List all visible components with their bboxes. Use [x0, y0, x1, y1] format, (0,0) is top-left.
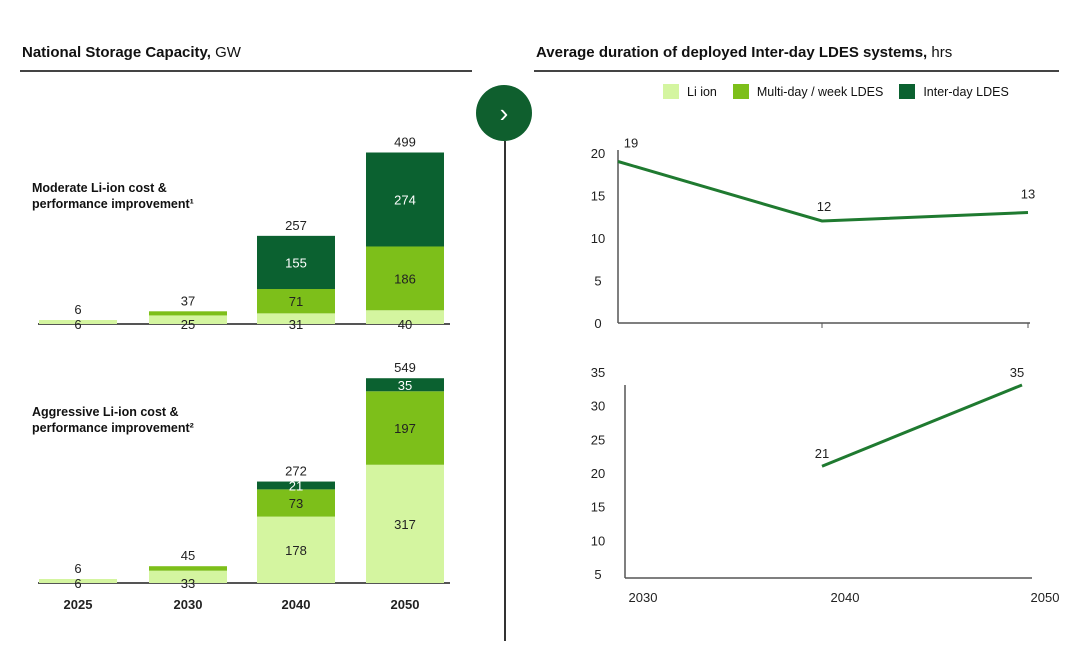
bar-segment — [149, 311, 227, 316]
point-label: 12 — [817, 199, 831, 214]
legend-label: Multi-day / week LDES — [756, 84, 884, 99]
total-label: 272 — [285, 464, 307, 479]
bar-segment — [366, 378, 444, 392]
scenario-aggressive-label: Aggressive Li-ion cost & performance imp… — [32, 405, 194, 435]
right-title-rule — [534, 70, 1059, 72]
segment-label: 274 — [394, 192, 416, 207]
right-title: Average duration of deployed Inter-day L… — [536, 44, 952, 61]
segment-label: 25 — [181, 317, 195, 332]
legend-label: Inter-day LDES — [923, 84, 1009, 99]
total-label: 549 — [394, 360, 416, 375]
total-label: 6 — [74, 561, 81, 576]
bar-segment — [366, 464, 444, 583]
y-tick-label: 10 — [591, 533, 605, 548]
bar-segment — [366, 310, 444, 324]
bar-segment — [39, 320, 117, 324]
y-tick-label: 25 — [591, 432, 605, 447]
segment-label: 178 — [285, 543, 307, 558]
x-tick-label: 2025 — [64, 597, 93, 612]
point-label: 35 — [1010, 365, 1024, 380]
segment-label: 73 — [289, 496, 303, 511]
legend-label: Li ion — [687, 84, 717, 99]
x-tick-label: 2040 — [282, 597, 311, 612]
legend-item-multi-day: Multi-day / week LDES — [732, 84, 884, 99]
y-tick-label: 5 — [594, 274, 601, 289]
bar-segment — [39, 579, 117, 583]
y-tick-label: 0 — [594, 316, 601, 331]
total-label: 499 — [394, 135, 416, 150]
chevron-right-icon: › — [499, 97, 509, 128]
segment-label: 35 — [398, 378, 412, 393]
x-tick-label: 2030 — [629, 590, 658, 605]
legend: Li ion Multi-day / week LDES Inter-day L… — [663, 84, 1009, 99]
total-label: 6 — [74, 302, 81, 317]
total-label: 257 — [285, 218, 307, 233]
bar-segment — [257, 489, 335, 517]
bar-segment — [257, 481, 335, 490]
bar-segment — [257, 313, 335, 324]
bar-segment — [257, 516, 335, 583]
point-label: 21 — [815, 446, 829, 461]
legend-item-li-ion: Li ion — [663, 84, 717, 99]
segment-label: 155 — [285, 255, 307, 270]
legend-swatch — [663, 84, 679, 99]
y-tick-label: 5 — [594, 567, 601, 582]
y-tick-label: 15 — [591, 500, 605, 515]
segment-label: 31 — [289, 317, 303, 332]
segment-label: 21 — [289, 478, 303, 493]
point-label: 13 — [1021, 187, 1035, 202]
left-title-text: National Storage Capacity, — [22, 44, 211, 61]
series-line — [821, 383, 1023, 468]
left-title-rule — [20, 70, 472, 72]
right-title-text: Average duration of deployed Inter-day L… — [536, 44, 928, 61]
y-tick-label: 35 — [591, 365, 605, 380]
segment-label: 6 — [74, 317, 81, 332]
point-label: 19 — [624, 136, 638, 151]
total-label: 45 — [181, 548, 195, 563]
x-tick-label: 2030 — [174, 597, 203, 612]
legend-item-inter-day: Inter-day LDES — [899, 84, 1009, 99]
x-tick-label: 2050 — [1031, 590, 1060, 605]
x-tick-label: 2040 — [831, 590, 860, 605]
segment-label: 33 — [181, 576, 195, 591]
bar-segment — [366, 246, 444, 311]
legend-swatch — [732, 84, 749, 99]
bar-segment — [149, 570, 227, 583]
left-title: National Storage Capacity, GW — [22, 44, 241, 61]
bar-segment — [257, 235, 335, 290]
x-tick-label: 2050 — [391, 597, 420, 612]
y-tick-label: 20 — [591, 146, 605, 161]
bar-segment — [257, 289, 335, 314]
y-tick-label: 30 — [591, 399, 605, 414]
segment-label: 6 — [74, 576, 81, 591]
scenario-moderate-label: Moderate Li-ion cost & performance impro… — [32, 181, 194, 211]
segment-label: 71 — [289, 294, 303, 309]
right-title-unit: hrs — [927, 44, 953, 61]
total-label: 37 — [181, 293, 195, 308]
segment-label: 186 — [394, 271, 416, 286]
divider — [504, 141, 506, 641]
bar-segment — [366, 152, 444, 247]
y-tick-label: 15 — [591, 189, 605, 204]
series-line — [617, 160, 1029, 223]
next-button[interactable]: › — [476, 85, 532, 141]
bar-segment — [366, 391, 444, 465]
segment-label: 197 — [394, 421, 416, 436]
y-tick-label: 20 — [591, 466, 605, 481]
y-tick-label: 10 — [591, 231, 605, 246]
segment-label: 40 — [398, 317, 412, 332]
segment-label: 317 — [394, 517, 416, 532]
bar-segment — [149, 315, 227, 324]
bar-segment — [149, 566, 227, 571]
legend-swatch — [899, 84, 916, 99]
left-title-unit: GW — [210, 44, 241, 61]
